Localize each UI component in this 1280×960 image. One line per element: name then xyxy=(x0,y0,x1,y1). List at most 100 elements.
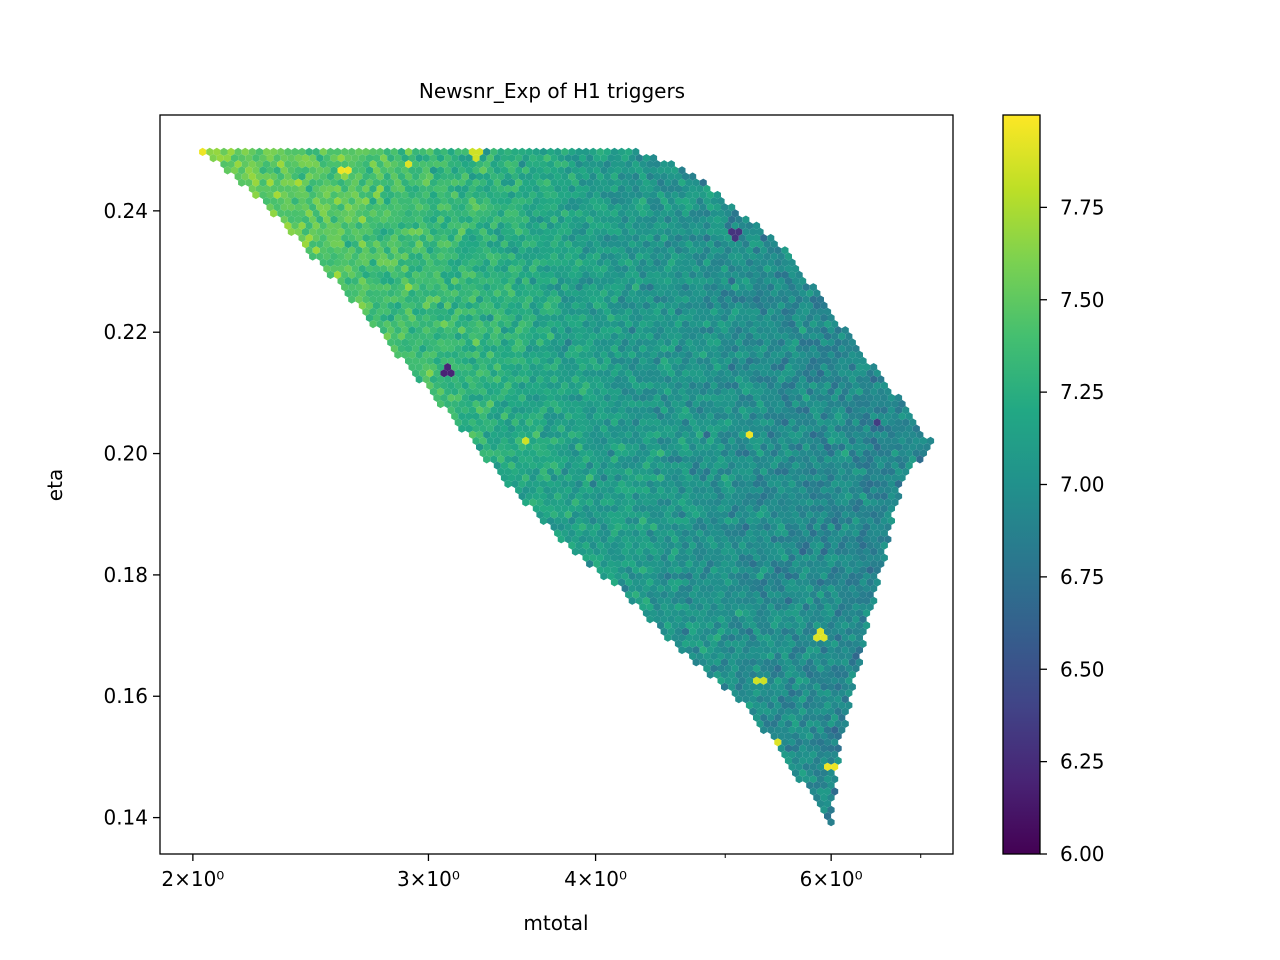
y-tick-label: 0.16 xyxy=(103,684,148,708)
hexbin-cell xyxy=(468,344,476,353)
hexbin-cell xyxy=(625,479,633,489)
hexbin-cell xyxy=(774,639,782,648)
hexbin-cell xyxy=(749,301,757,310)
hexbin-cell xyxy=(454,209,462,218)
hexbin-cell xyxy=(824,725,832,735)
hexbin-cell xyxy=(508,436,516,445)
hexbin-cell xyxy=(728,449,736,458)
hexbin-cell xyxy=(458,166,466,175)
hexbin-cell xyxy=(660,369,668,378)
hexbin-cell xyxy=(671,252,679,261)
hexbin-cell xyxy=(770,584,778,593)
hexbin-cell xyxy=(500,387,508,396)
hexbin-cell xyxy=(753,590,761,599)
hexbin-cell xyxy=(568,307,576,316)
hexbin-cell xyxy=(539,369,547,378)
hexbin-cell xyxy=(799,559,807,568)
hexbin-cell xyxy=(841,670,849,679)
hexbin-cell xyxy=(838,701,846,710)
hexbin-cell xyxy=(838,541,846,550)
hexbin-cell xyxy=(689,541,697,550)
hexbin-cell xyxy=(699,584,707,593)
hexbin-cell xyxy=(877,412,885,421)
hexbin-cell xyxy=(710,381,718,390)
hexbin-cell xyxy=(515,190,523,200)
hexbin-cell xyxy=(841,609,849,618)
hexbin-cell xyxy=(600,240,608,249)
hexbin-cell xyxy=(667,455,675,464)
hexbin-cell xyxy=(880,529,888,538)
hexbin-cell xyxy=(387,166,395,175)
hexbin-cell xyxy=(767,652,775,661)
hexbin-cell xyxy=(603,443,611,452)
hexbin-cell xyxy=(571,375,579,384)
hexbin-cell xyxy=(809,455,817,464)
hexbin-cell xyxy=(855,399,863,409)
hexbin-cell xyxy=(394,154,402,163)
hexbin-cell xyxy=(706,252,714,261)
hexbin-cell xyxy=(770,424,778,433)
hexbin-cell xyxy=(813,363,821,372)
hexbin-cell xyxy=(721,658,729,667)
hexbin-cell xyxy=(579,387,587,396)
hexbin-cell xyxy=(831,492,839,501)
hexbin-cell xyxy=(650,596,658,605)
hexbin-cell xyxy=(529,227,537,236)
hexbin-cell xyxy=(678,338,686,347)
hexbin-cell xyxy=(678,609,686,618)
hexbin-cell xyxy=(756,240,764,249)
hexbin-cell xyxy=(504,295,512,304)
hexbin-cell xyxy=(490,221,498,230)
hexbin-cell xyxy=(415,289,423,298)
hexbin-cell xyxy=(642,473,650,482)
hexbin-cell xyxy=(614,559,622,568)
hexbin-cell xyxy=(841,363,849,372)
hexbin-cell xyxy=(756,399,764,409)
hexbin-cell xyxy=(490,270,498,279)
hexbin-cell xyxy=(607,547,615,556)
hexbin-cell xyxy=(781,516,789,525)
hexbin-cell xyxy=(618,455,626,464)
hexbin-cell xyxy=(621,375,629,384)
hexbin-cell xyxy=(515,326,523,335)
hexbin-cell xyxy=(270,197,278,206)
hexbin-cell xyxy=(618,529,626,538)
hexbin-cell xyxy=(689,627,697,636)
hexbin-cell xyxy=(792,461,800,470)
hexbin-cell xyxy=(777,412,785,421)
hexbin-cell xyxy=(852,369,860,378)
hexbin-cell xyxy=(298,147,306,156)
hexbin-cell xyxy=(419,356,427,366)
hexbin-cell xyxy=(820,424,828,433)
hexbin-cell xyxy=(866,443,874,452)
hexbin-cell xyxy=(827,609,835,618)
hexbin-cell xyxy=(454,283,462,292)
hexbin-cell xyxy=(646,553,654,562)
hexbin-cell xyxy=(724,406,732,415)
hexbin-cell xyxy=(635,326,643,335)
hexbin-cell xyxy=(422,350,430,359)
hexbin-cell xyxy=(497,160,505,169)
hexbin-cell xyxy=(813,596,821,605)
hexbin-cell xyxy=(671,350,679,359)
hexbin-cell xyxy=(834,473,842,482)
hexbin-cell xyxy=(884,412,892,421)
hexbin-cell xyxy=(532,209,540,218)
hexbin-cell xyxy=(884,535,892,544)
hexbin-cell xyxy=(742,436,750,445)
hexbin-cell xyxy=(642,375,650,384)
hexbin-cell xyxy=(713,375,721,384)
hexbin-cell xyxy=(511,283,519,292)
hexbin-cell xyxy=(841,473,849,482)
hexbin-cell xyxy=(706,436,714,445)
hexbin-cell xyxy=(618,418,626,427)
hexbin-cell xyxy=(586,313,594,322)
hexbin-cell xyxy=(614,510,622,519)
hexbin-cell xyxy=(824,492,832,501)
hexbin-cell xyxy=(650,338,658,347)
hexbin-cell xyxy=(405,332,413,341)
hexbin-cell xyxy=(855,449,863,458)
hexbin-cell xyxy=(550,449,558,458)
hexbin-cell xyxy=(610,332,618,341)
hexbin-cell xyxy=(365,240,373,249)
